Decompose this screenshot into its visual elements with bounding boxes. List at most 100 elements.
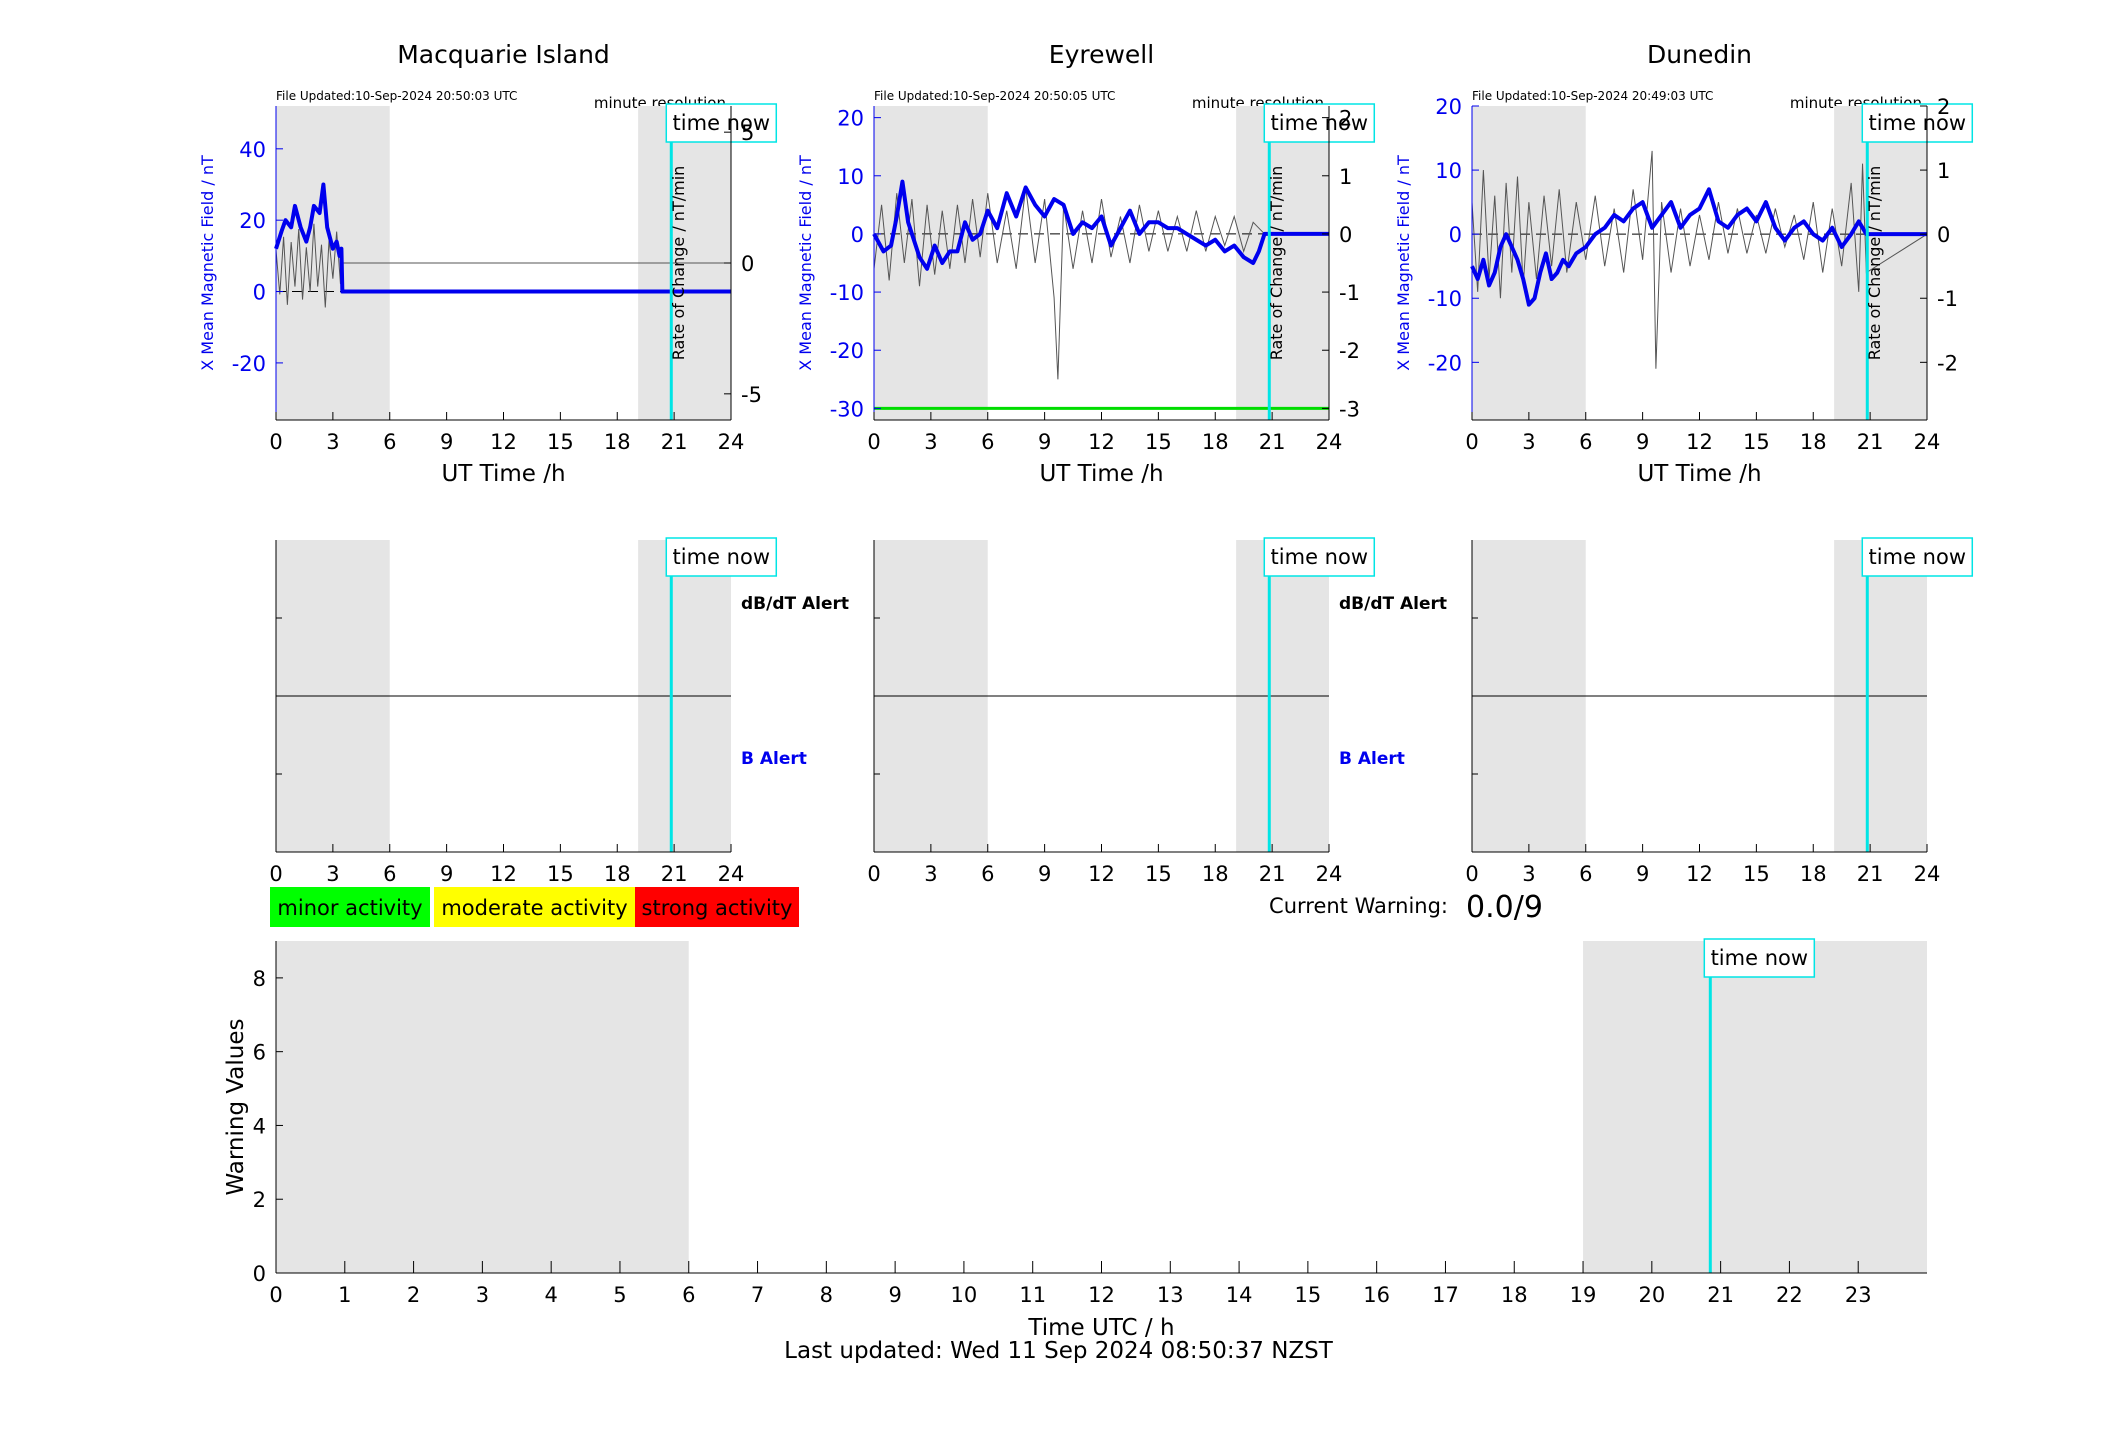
magnetic-field-series	[872, 179, 1329, 271]
x-axis-label: UT Time /h	[441, 461, 565, 487]
right-tick-label-1: 1	[1937, 159, 1950, 183]
x-tick-label-3: 3	[1522, 862, 1535, 886]
warning-x-tick-label-1: 1	[338, 1283, 351, 1307]
warning-x-tick-label-11: 11	[1019, 1283, 1046, 1307]
x-tick-label-0: 0	[269, 862, 282, 886]
x-tick-label-24: 24	[1316, 430, 1343, 454]
x-tick-label-0: 0	[867, 862, 880, 886]
time-now-box	[1263, 103, 1376, 143]
left-tick-label--10: -10	[1428, 287, 1462, 311]
station-title: Eyrewell	[1049, 40, 1154, 69]
legend-moderate-label: moderate activity	[441, 896, 627, 920]
left-tick-label--20: -20	[830, 339, 864, 363]
y-right-axis-label: Rate of Change / nT/min	[669, 166, 688, 361]
warning-x-tick-label-4: 4	[544, 1283, 557, 1307]
y-right-axis-label: Rate of Change / nT/min	[1865, 166, 1884, 361]
right-tick-label--1: -1	[1937, 287, 1958, 311]
x-tick-label-9: 9	[440, 430, 453, 454]
legend-minor-swatch	[270, 887, 430, 927]
warning-x-tick-label-17: 17	[1432, 1283, 1459, 1307]
warning-x-tick-label-10: 10	[951, 1283, 978, 1307]
time-now-box	[1263, 537, 1376, 577]
time-now-label: time now	[673, 545, 770, 569]
warning-y-tick-label-0: 0	[253, 1262, 266, 1286]
time-now-label: time now	[1869, 111, 1966, 135]
x-tick-label-6: 6	[383, 862, 396, 886]
left-tick-label-20: 20	[239, 209, 266, 233]
x-tick-label-21: 21	[1259, 862, 1286, 886]
right-tick-label-0: 0	[741, 252, 754, 276]
x-tick-label-0: 0	[1465, 430, 1478, 454]
time-now-box	[665, 103, 778, 143]
rate-of-change-series	[275, 223, 731, 308]
x-tick-label-6: 6	[383, 430, 396, 454]
time-now-label: time now	[1271, 111, 1368, 135]
left-tick-label--10: -10	[830, 281, 864, 305]
warning-x-tick-label-15: 15	[1295, 1283, 1322, 1307]
x-tick-label-9: 9	[1636, 430, 1649, 454]
left-tick-label-0: 0	[1449, 223, 1462, 247]
y-left-axis-label: X Mean Magnetic Field / nT	[198, 155, 217, 371]
x-tick-label-0: 0	[1465, 862, 1478, 886]
warning-x-tick-label-6: 6	[682, 1283, 695, 1307]
station-title: Macquarie Island	[397, 40, 610, 69]
x-tick-label-9: 9	[1636, 862, 1649, 886]
x-tick-label-15: 15	[1145, 862, 1172, 886]
x-tick-label-24: 24	[1914, 430, 1941, 454]
warning-y-tick-label-8: 8	[253, 967, 266, 991]
time-now-box	[1861, 537, 1974, 577]
right-tick-label-2: 2	[1339, 107, 1352, 131]
shaded-night-region-0	[276, 941, 689, 1273]
b-alert-label: B Alert	[1339, 749, 1405, 769]
x-axis-label: UT Time /h	[1039, 461, 1163, 487]
right-tick-label--1: -1	[1339, 281, 1360, 305]
time-now-box	[1861, 103, 1974, 143]
x-tick-label-21: 21	[661, 430, 688, 454]
x-tick-label-12: 12	[1088, 430, 1115, 454]
left-tick-label-0: 0	[851, 223, 864, 247]
x-tick-label-18: 18	[604, 862, 631, 886]
x-tick-label-24: 24	[1316, 862, 1343, 886]
current-warning-label: Current Warning:	[1269, 894, 1448, 918]
warning-x-tick-label-0: 0	[269, 1283, 282, 1307]
x-tick-label-15: 15	[547, 430, 574, 454]
time-now-label: time now	[1711, 946, 1808, 970]
right-tick-label--5: -5	[741, 383, 762, 407]
file-updated-text: File Updated:10-Sep-2024 20:49:03 UTC	[1472, 89, 1713, 103]
last-updated-footer: Last updated: Wed 11 Sep 2024 08:50:37 N…	[784, 1338, 1333, 1364]
legend-strong-label: strong activity	[642, 896, 793, 920]
warning-x-tick-label-3: 3	[476, 1283, 489, 1307]
warning-y-axis-label: Warning Values	[223, 1018, 249, 1195]
x-tick-label-12: 12	[490, 862, 517, 886]
warning-x-tick-label-23: 23	[1845, 1283, 1872, 1307]
dbdt-alert-label: dB/dT Alert	[741, 594, 849, 614]
current-warning-value: 0.0/9	[1466, 890, 1543, 925]
warning-x-tick-label-5: 5	[613, 1283, 626, 1307]
x-tick-label-9: 9	[1038, 430, 1051, 454]
right-tick-label--2: -2	[1339, 339, 1360, 363]
x-tick-label-18: 18	[1202, 862, 1229, 886]
x-tick-label-18: 18	[1800, 430, 1827, 454]
time-now-label: time now	[1869, 545, 1966, 569]
x-tick-label-18: 18	[1202, 430, 1229, 454]
x-tick-label-0: 0	[867, 430, 880, 454]
legend-moderate-swatch	[434, 887, 635, 927]
x-tick-label-3: 3	[326, 430, 339, 454]
left-tick-label-0: 0	[253, 281, 266, 305]
y-left-axis-label: X Mean Magnetic Field / nT	[796, 155, 815, 371]
warning-x-tick-label-12: 12	[1088, 1283, 1115, 1307]
x-tick-label-15: 15	[1743, 430, 1770, 454]
warning-x-tick-label-7: 7	[751, 1283, 764, 1307]
right-tick-label--3: -3	[1339, 397, 1360, 421]
x-tick-label-15: 15	[547, 862, 574, 886]
x-tick-label-6: 6	[981, 430, 994, 454]
right-tick-label-0: 0	[1937, 223, 1950, 247]
x-tick-label-12: 12	[490, 430, 517, 454]
warning-x-tick-label-13: 13	[1157, 1283, 1184, 1307]
legend-strong-swatch	[635, 887, 799, 927]
magnetic-field-series	[274, 182, 731, 294]
left-tick-label-20: 20	[837, 107, 864, 131]
x-tick-label-21: 21	[661, 862, 688, 886]
warning-x-tick-label-9: 9	[888, 1283, 901, 1307]
